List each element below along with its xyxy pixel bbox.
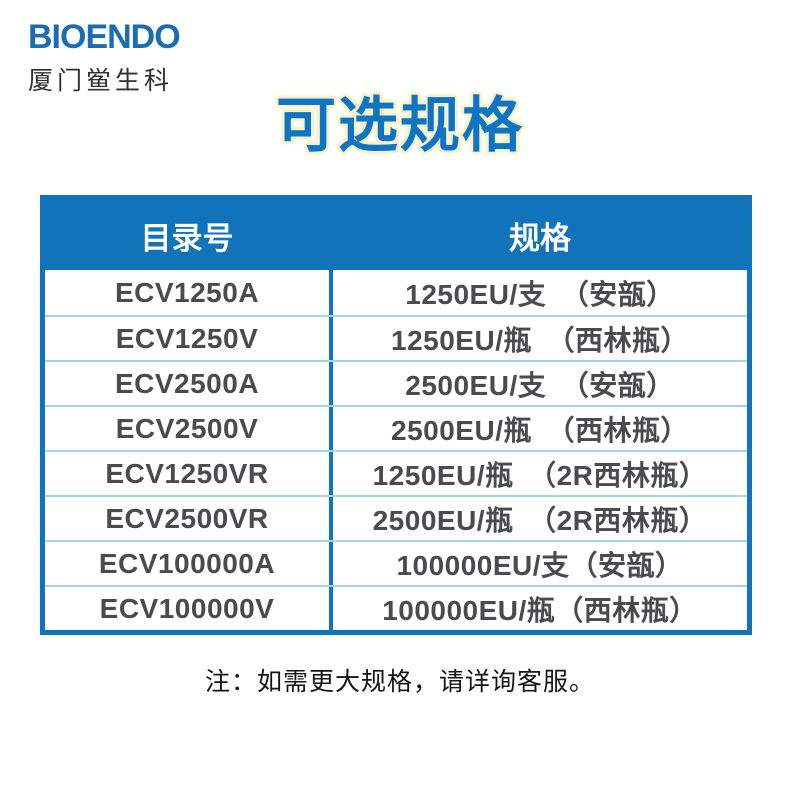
spec-cell: 2500EU/支 （安瓿） <box>405 369 675 401</box>
catalog-cell: ECV1250VR <box>45 452 333 495</box>
page-title: 可选规格 <box>276 92 524 159</box>
spec-table: 目录号 规格 ECV1250A 1250EU/支 （安瓿） ECV1250V 1… <box>40 195 752 635</box>
spec-cell: 2500EU/瓶 （西林瓶） <box>391 414 689 446</box>
spec-cell: 2500EU/瓶 （2R西林瓶） <box>372 504 708 536</box>
table-row: ECV1250V 1250EU/瓶 （西林瓶） <box>45 315 747 360</box>
table-row: ECV100000A 100000EU/支（安瓿） <box>45 540 747 585</box>
spec-cell: 1250EU/瓶 （2R西林瓶） <box>372 459 708 491</box>
catalog-cell: ECV100000V <box>45 587 333 630</box>
catalog-cell: ECV1250V <box>45 317 333 360</box>
table-row: ECV2500A 2500EU/支 （安瓿） <box>45 360 747 405</box>
table-header-row: 目录号 规格 <box>45 200 747 270</box>
table-row: ECV100000V 100000EU/瓶（西林瓶） <box>45 585 747 630</box>
table-row: ECV1250VR 1250EU/瓶 （2R西林瓶） <box>45 450 747 495</box>
spec-cell: 1250EU/支 （安瓿） <box>405 278 675 310</box>
catalog-cell: ECV2500VR <box>45 497 333 540</box>
footnote: 注：如需更大规格，请详询客服。 <box>204 668 595 696</box>
brand-name: BIOENDO <box>28 18 181 56</box>
catalog-cell: ECV1250A <box>45 270 333 315</box>
table-row: ECV2500V 2500EU/瓶 （西林瓶） <box>45 405 747 450</box>
spec-cell: 100000EU/瓶（西林瓶） <box>382 594 698 626</box>
catalog-cell: ECV2500A <box>45 362 333 405</box>
table-header-catalog: 目录号 <box>140 220 234 256</box>
spec-cell: 100000EU/支（安瓿） <box>396 549 684 581</box>
catalog-cell: ECV2500V <box>45 407 333 450</box>
brand-subtitle: 厦门鲎生科 <box>28 66 174 95</box>
spec-cell: 1250EU/瓶 （西林瓶） <box>391 324 689 356</box>
table-header-spec: 规格 <box>509 220 571 256</box>
catalog-cell: ECV100000A <box>45 542 333 585</box>
brand-logo: BIOENDO 厦门鲎生科 <box>28 18 181 97</box>
table-row: ECV2500VR 2500EU/瓶 （2R西林瓶） <box>45 495 747 540</box>
table-row: ECV1250A 1250EU/支 （安瓿） <box>45 270 747 315</box>
